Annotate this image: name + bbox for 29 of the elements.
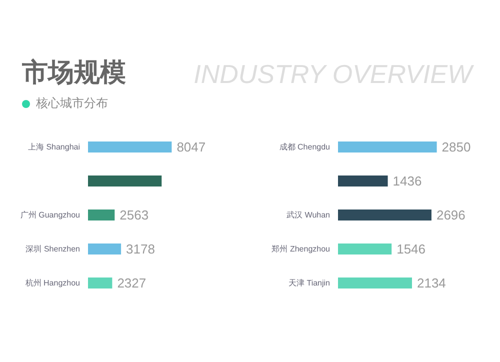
bar [338,278,412,288]
y-tick-label: 成都 Chengdu [279,142,330,152]
bar [338,142,437,152]
bar [88,142,172,152]
bar [338,244,392,254]
bar [88,210,115,220]
y-tick-label: 武汉 Wuhan [286,210,330,220]
bar [88,278,112,288]
data-label: 2696 [436,208,466,222]
data-label: 3178 [126,242,155,256]
data-label: 2327 [117,276,146,290]
data-label: 1436 [392,174,422,188]
bar [88,244,122,254]
chart-subtitle: 核心城市分布 [35,95,108,112]
data-label: 8047 [176,140,206,154]
data-label: 2134 [416,276,446,290]
y-tick-label: 上海 Shanghai [28,142,80,152]
y-tick-label: 郑州 Zhengzhou [272,244,330,254]
bar [338,210,432,220]
y-tick-label: 杭州 Hangzhou [24,278,80,288]
bar [88,176,162,186]
y-tick-label: 天津 Tianjin [288,278,330,288]
bar [338,176,388,186]
y-tick-label: 广州 Guangzhou [20,210,80,220]
data-label: 1546 [396,242,426,256]
data-label: 2563 [120,208,149,222]
chart-title: 市场规模 [22,57,126,90]
data-label: 2850 [442,140,471,154]
y-tick-label: 深圳 Shenzhen [26,244,80,254]
